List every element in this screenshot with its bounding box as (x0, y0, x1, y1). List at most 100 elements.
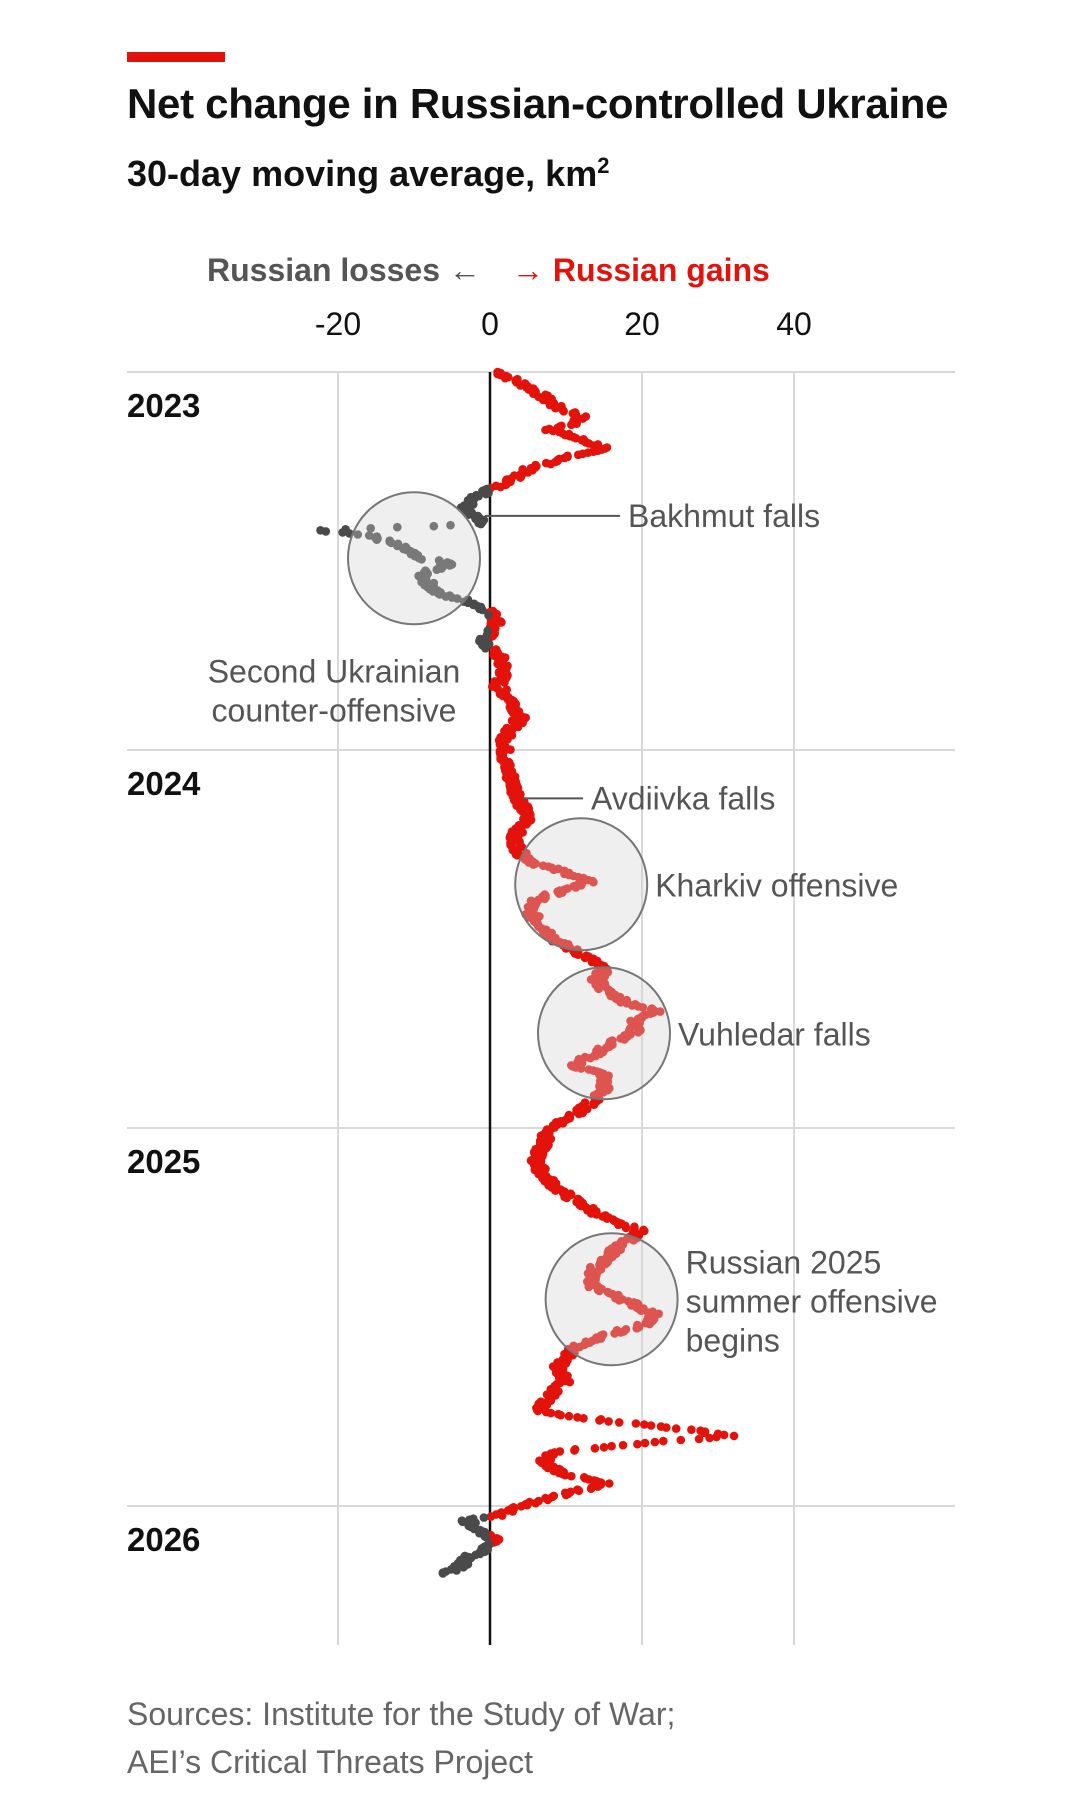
data-point (562, 1193, 572, 1203)
data-point (551, 403, 560, 413)
data-point (671, 1424, 681, 1433)
data-point (687, 1425, 696, 1434)
x-tick-label: -20 (315, 306, 361, 342)
data-point (573, 950, 583, 959)
data-point (372, 535, 382, 544)
data-point (646, 1421, 656, 1430)
data-point (508, 1507, 518, 1516)
grid-layer: 2023 2024 2025 2026 -20 0 20 40 (127, 306, 955, 1645)
data-point (476, 519, 486, 529)
data-point (438, 1569, 448, 1578)
subtitle-text: 30-day moving average, km (127, 153, 598, 194)
data-point (516, 473, 525, 482)
data-point (546, 459, 556, 469)
data-point (353, 530, 363, 539)
data-point (338, 528, 347, 537)
annotation-circle (347, 491, 481, 626)
sources-line-1: Sources: Institute for the Study of War; (127, 1696, 676, 1732)
data-point (484, 610, 493, 620)
data-point (529, 860, 538, 869)
year-label: 2026 (127, 1521, 200, 1558)
annotation-label: Bakhmut falls (628, 498, 820, 534)
annotation-layer: Bakhmut falls Second Ukrainiancounter-off… (208, 491, 938, 1367)
data-point (561, 1490, 571, 1500)
data-point (579, 1414, 588, 1423)
data-point (543, 1495, 553, 1505)
chart-subtitle: 30-day moving average, km2 (127, 153, 609, 195)
data-point (595, 1286, 604, 1296)
data-point (500, 678, 509, 687)
data-point (631, 1419, 641, 1428)
data-point (614, 1220, 623, 1230)
data-point (605, 1479, 614, 1488)
data-point (576, 1064, 586, 1073)
sources-note: Sources: Institute for the Study of War;… (127, 1690, 675, 1786)
sources-line-2: AEI’s Critical Threats Project (127, 1744, 534, 1780)
annotation-label: Second Ukrainian (208, 653, 461, 689)
data-point (640, 1420, 649, 1429)
data-point (574, 1486, 584, 1495)
data-point (676, 1435, 686, 1445)
data-point (446, 520, 455, 530)
annotation-label: begins (686, 1322, 780, 1358)
annotation-label: Kharkiv offensive (655, 867, 898, 903)
data-point (567, 1471, 576, 1481)
data-point (638, 1003, 648, 1012)
annotation-label: Russian 2025 (686, 1244, 882, 1280)
subtitle-superscript: 2 (597, 153, 610, 178)
data-point (620, 1035, 629, 1044)
data-point (486, 1512, 496, 1521)
data-point (633, 1439, 642, 1449)
data-point (571, 883, 581, 892)
data-point (650, 1437, 660, 1447)
data-point (531, 1498, 540, 1508)
data-point (655, 1007, 665, 1016)
data-point (614, 1418, 624, 1427)
annotation-circle (544, 1232, 679, 1367)
data-point (453, 594, 462, 603)
data-point (459, 1563, 468, 1572)
year-label: 2025 (127, 1143, 200, 1180)
data-point (479, 1513, 489, 1522)
data-point (607, 1441, 616, 1451)
data-point (452, 1566, 461, 1575)
losses-direction-label: Russian losses ← (207, 252, 481, 288)
data-point (458, 1517, 467, 1527)
data-point (565, 1377, 575, 1387)
data-point (580, 953, 590, 963)
data-point (573, 450, 583, 460)
x-tick-label: 0 (481, 306, 499, 342)
chart-title: Net change in Russian-controlled Ukraine (127, 80, 949, 127)
data-point (567, 420, 576, 430)
data-point (705, 1433, 714, 1443)
data-point (500, 373, 510, 383)
data-point (599, 1443, 609, 1452)
data-point (478, 605, 487, 615)
x-tick-label: 20 (624, 306, 660, 342)
data-point (645, 1319, 654, 1329)
data-point (694, 1434, 704, 1444)
data-point (621, 1223, 631, 1233)
data-point (586, 1484, 596, 1493)
annotation-label: summer offensive (686, 1283, 938, 1319)
data-point (496, 482, 505, 492)
data-point (590, 1444, 600, 1453)
data-point (321, 527, 331, 536)
x-tick-label: 40 (776, 306, 812, 342)
annotation-circle (537, 966, 671, 1101)
annotation-label: counter-offensive (212, 692, 457, 728)
data-point (574, 1109, 584, 1119)
data-point (570, 1446, 579, 1455)
data-point (481, 644, 490, 653)
data-point (610, 1329, 619, 1338)
data-point (633, 1028, 643, 1037)
data-point (584, 1282, 594, 1292)
data-point (417, 555, 426, 564)
data-point (618, 1440, 628, 1450)
data-point (614, 1296, 624, 1305)
data-point (541, 425, 550, 435)
data-point (516, 1502, 526, 1511)
data-point (533, 1406, 543, 1416)
data-point (432, 565, 442, 574)
